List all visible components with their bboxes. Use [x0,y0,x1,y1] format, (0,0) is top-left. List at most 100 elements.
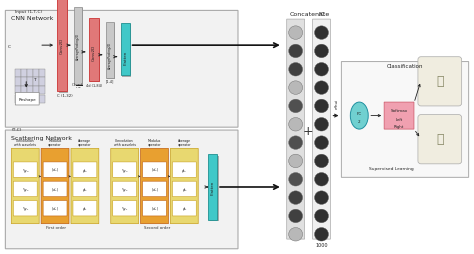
Bar [75,9,83,86]
Text: $*\psi_4$: $*\psi_4$ [121,166,128,174]
FancyBboxPatch shape [11,149,39,224]
Text: $|d_3|$: $|d_3|$ [51,166,59,173]
Circle shape [289,63,302,77]
Text: FC: FC [356,111,362,115]
Text: Input (1,T,C): Input (1,T,C) [15,10,43,14]
FancyBboxPatch shape [312,20,330,239]
Text: +: + [302,124,313,137]
FancyBboxPatch shape [141,149,168,224]
Circle shape [315,100,328,113]
Bar [15,87,21,95]
Bar [122,25,131,77]
Bar [33,78,39,86]
Text: Flatten: Flatten [210,180,215,194]
Text: C (1,32): C (1,32) [57,94,73,98]
FancyBboxPatch shape [384,103,414,130]
Text: (1,$\frac{T}{100}$): (1,$\frac{T}{100}$) [72,82,84,91]
Circle shape [289,173,302,186]
Circle shape [289,155,302,168]
FancyBboxPatch shape [173,201,196,216]
Bar [89,19,99,82]
Text: $|d_3|$: $|d_3|$ [151,166,158,173]
FancyBboxPatch shape [111,149,138,224]
Circle shape [315,63,328,77]
Bar [59,1,69,93]
FancyBboxPatch shape [143,182,166,197]
Text: $\phi_2$: $\phi_2$ [82,185,88,193]
Bar [106,23,114,79]
FancyBboxPatch shape [73,182,97,197]
FancyBboxPatch shape [73,162,97,178]
Bar [74,8,82,84]
Bar [39,70,45,78]
FancyBboxPatch shape [173,162,196,178]
FancyBboxPatch shape [43,162,67,178]
Text: FC: FC [318,12,325,17]
Text: Average
operator: Average operator [78,138,91,147]
Text: $\phi_3$: $\phi_3$ [82,166,88,174]
Text: $|d_2|$: $|d_2|$ [51,186,59,193]
Text: T: T [33,78,36,82]
Bar [27,96,33,104]
FancyBboxPatch shape [341,62,469,178]
Text: $|d_1|$: $|d_1|$ [151,205,158,212]
Circle shape [289,191,302,204]
FancyBboxPatch shape [15,93,39,106]
FancyBboxPatch shape [13,162,37,178]
FancyBboxPatch shape [173,182,196,197]
FancyBboxPatch shape [143,162,166,178]
Bar [15,78,21,86]
Text: Softmax: Softmax [391,108,408,112]
Text: Concatenate: Concatenate [290,12,330,17]
Text: Left: Left [395,118,402,122]
Circle shape [289,209,302,223]
Text: $\phi_2$: $\phi_2$ [182,185,187,193]
Bar [121,24,129,76]
Circle shape [289,118,302,132]
Circle shape [289,136,302,150]
Text: $*\psi_1$: $*\psi_1$ [121,204,128,212]
Text: Modulus
operator: Modulus operator [48,138,62,147]
FancyBboxPatch shape [113,201,137,216]
Bar [210,156,219,221]
Circle shape [315,191,328,204]
Bar [208,155,217,220]
Circle shape [315,209,328,223]
Text: $|d_1|$: $|d_1|$ [51,205,59,212]
Text: e/hui: e/hui [335,99,338,109]
FancyBboxPatch shape [43,201,67,216]
FancyBboxPatch shape [287,20,305,239]
Bar [27,70,33,78]
Text: 2: 2 [358,120,361,124]
Bar [33,96,39,104]
Text: Average
operator: Average operator [178,138,191,147]
Text: Reshape: Reshape [18,98,36,102]
Text: ✋: ✋ [436,75,444,88]
Bar [91,21,100,83]
Circle shape [315,118,328,132]
FancyBboxPatch shape [113,162,137,178]
Text: Classification: Classification [387,64,423,69]
Bar [21,96,27,104]
Bar [33,87,39,95]
Circle shape [289,100,302,113]
Circle shape [315,45,328,58]
Ellipse shape [350,103,368,130]
Bar [27,78,33,86]
Text: ✋: ✋ [436,133,444,146]
FancyBboxPatch shape [71,149,99,224]
Bar [27,87,33,95]
Text: Conv2D: Conv2D [60,38,64,54]
Text: Conv2D: Conv2D [92,45,96,61]
Text: $*\psi_3$: $*\psi_3$ [21,166,29,174]
Circle shape [289,82,302,95]
Text: $\phi_1$: $\phi_1$ [182,204,187,212]
Bar [15,70,21,78]
Bar [107,24,115,80]
Text: Convolution
with wavelets: Convolution with wavelets [14,138,36,147]
FancyBboxPatch shape [13,201,37,216]
Text: $*\psi_2$: $*\psi_2$ [22,185,29,193]
Text: Scattering Network: Scattering Network [11,135,73,140]
Text: [1,4]: [1,4] [106,80,114,84]
FancyBboxPatch shape [43,182,67,197]
